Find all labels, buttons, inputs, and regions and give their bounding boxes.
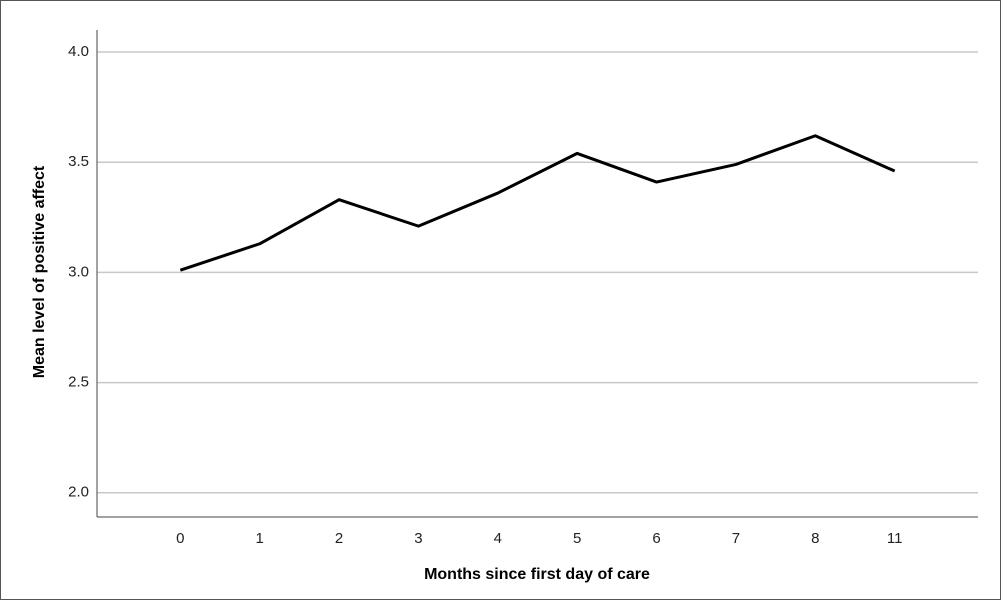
- y-tick-label: 3.0: [68, 263, 89, 280]
- x-tick-label: 8: [811, 530, 819, 547]
- x-tick-label: 4: [494, 530, 502, 547]
- x-axis-title: Months since first day of care: [424, 566, 650, 583]
- y-tick-label: 4.0: [68, 43, 89, 60]
- data-line: [179, 134, 896, 272]
- x-tick-label: 7: [732, 530, 740, 547]
- x-tick-label: 2: [335, 530, 343, 547]
- x-tick-label: 6: [652, 530, 660, 547]
- y-tick-label: 2.0: [68, 484, 89, 501]
- y-axis-title: Mean level of positive affect: [31, 165, 48, 378]
- x-tick-label: 1: [256, 530, 264, 547]
- x-tick-label: 3: [414, 530, 422, 547]
- x-tick-label: 11: [887, 530, 903, 547]
- y-tick-label: 2.5: [68, 374, 89, 391]
- x-tick-label: 0: [176, 530, 184, 547]
- x-tick-label: 5: [573, 530, 581, 547]
- y-tick-label: 3.5: [68, 153, 89, 170]
